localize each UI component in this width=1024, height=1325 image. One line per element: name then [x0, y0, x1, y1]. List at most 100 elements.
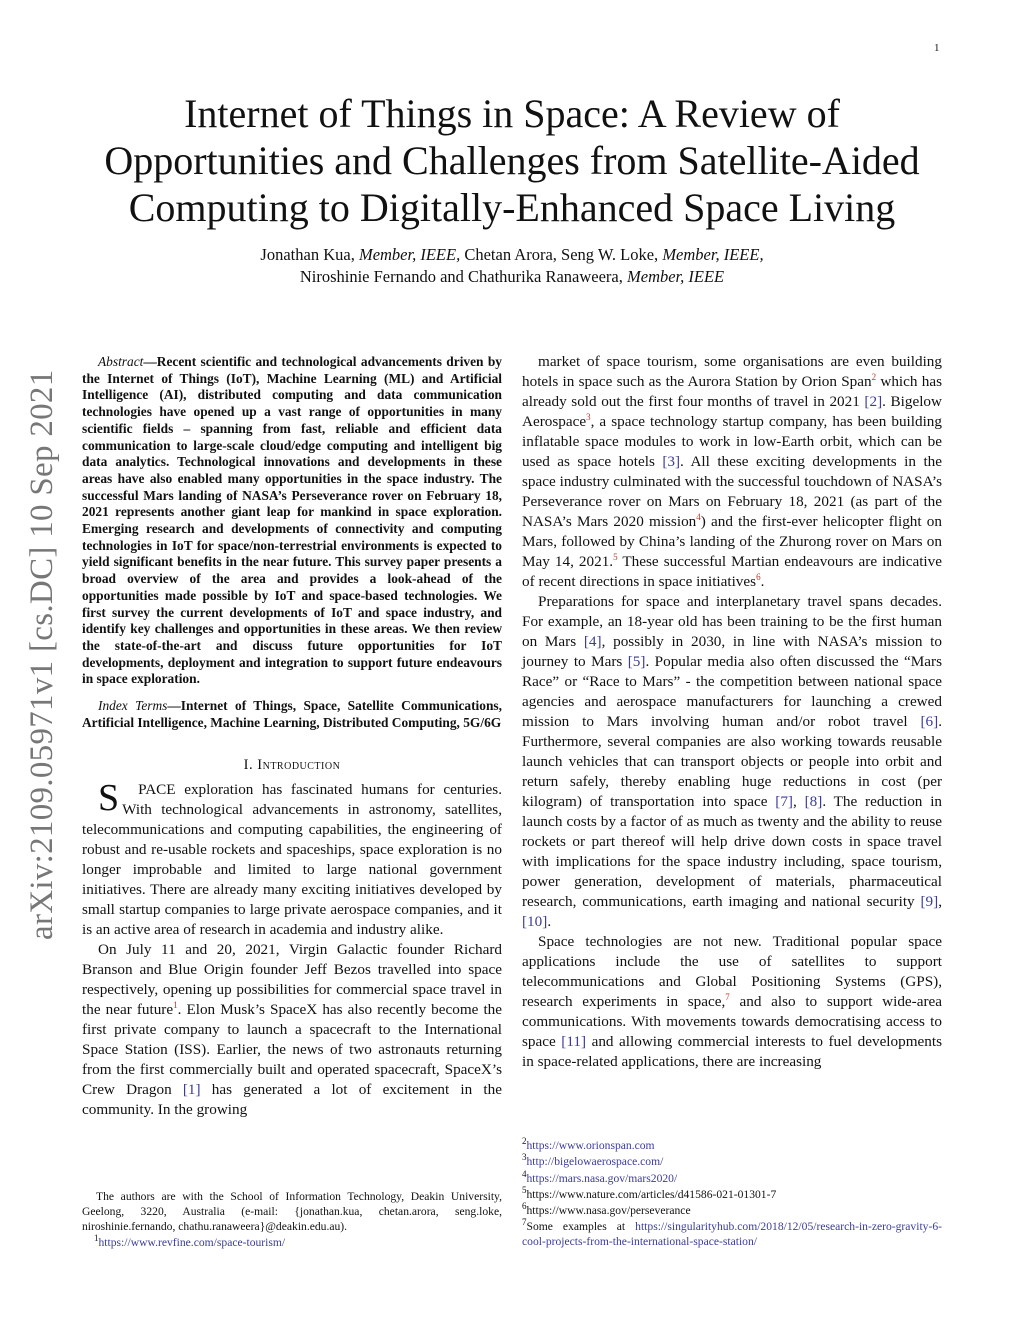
footnote-link[interactable]: https://www.orionspan.com	[526, 1139, 655, 1152]
right-column: market of space tourism, some organisati…	[522, 352, 942, 1072]
footnote-link[interactable]: https://singularityhub.com/2018/12/05/re…	[522, 1220, 942, 1249]
drop-cap: S	[98, 777, 120, 820]
citation-link[interactable]: [9]	[920, 893, 939, 910]
index-terms-text: —Internet of Things, Space, Satellite Co…	[82, 698, 502, 730]
footnote-marker[interactable]: 1	[173, 1000, 178, 1011]
footnote-number: 6	[522, 1201, 527, 1212]
arxiv-stamp: arXiv:2109.05971v1 [cs.DC] 10 Sep 2021	[24, 369, 60, 940]
footnote-number: 3	[522, 1152, 527, 1163]
citation-link[interactable]: [10]	[522, 913, 548, 930]
paragraph-text: ,	[938, 893, 942, 910]
footnote-link[interactable]: http://bigelowaerospace.com/	[526, 1155, 664, 1169]
author-line: Jonathan Kua, Member, IEEE, Chetan Arora…	[60, 244, 964, 266]
footnote-marker[interactable]: 7	[725, 991, 730, 1002]
paragraph-text: These successful Martian endeavours are …	[522, 553, 942, 590]
footnote: 6https://www.nasa.gov/perseverance	[522, 1201, 942, 1218]
footnote-number: 2	[522, 1136, 527, 1147]
paragraph-text: , a space technology startup company, ha…	[522, 413, 942, 470]
paragraph-text: which has already sold out the first fou…	[522, 373, 942, 410]
author-names: Niroshinie Fernando and Chathurika Ranaw…	[299, 267, 627, 286]
author-membership: Member, IEEE,	[358, 245, 461, 264]
footnote-number: 4	[522, 1168, 527, 1179]
paragraph-text: has generated a lot of excitement in the…	[82, 1081, 502, 1119]
footnote-marker[interactable]: 2	[871, 371, 877, 382]
paragraph-text: . Popular media also often discussed the…	[522, 653, 942, 730]
paragraph: On July 11 and 20, 2021, Virgin Galactic…	[82, 940, 502, 1120]
title-line: Opportunities and Challenges from Satell…	[104, 138, 920, 183]
index-terms: Index Terms—Internet of Things, Space, S…	[82, 698, 502, 731]
citation-link[interactable]: [8]	[804, 793, 823, 810]
left-column: Abstract—Recent scientific and technolog…	[82, 354, 502, 1120]
paragraph-text: .	[547, 913, 552, 930]
footnote-text: https://www.nature.com/articles/d41586-0…	[526, 1187, 777, 1201]
paragraph-text: . All these exciting developments in the…	[522, 453, 942, 530]
citation-link[interactable]: [1]	[182, 1081, 201, 1099]
author-affiliation: The authors are with the School of Infor…	[82, 1190, 502, 1233]
paragraph-text: . Elon Musk’s SpaceX has also recently b…	[82, 1001, 502, 1099]
introduction-body: S PACE exploration has fascinated humans …	[82, 777, 502, 1120]
citation-link[interactable]: [7]	[775, 793, 793, 810]
footnote: 5https://www.nature.com/articles/d41586-…	[522, 1185, 942, 1202]
paragraph: Space technologies are not new. Traditio…	[522, 932, 942, 1072]
citation-link[interactable]: [5]	[627, 653, 646, 670]
footnotes-left: The authors are with the School of Infor…	[82, 1189, 502, 1252]
paragraph-text: Preparations for space and interplanetar…	[522, 593, 942, 650]
footnote: 3http://bigelowaerospace.com/	[522, 1152, 942, 1169]
page-number: 1	[934, 42, 940, 54]
author-membership: Member, IEEE,	[662, 245, 764, 264]
abstract-label: Abstract	[98, 354, 144, 369]
paragraph-text: PACE exploration has fascinated humans f…	[82, 781, 502, 939]
paragraph-text: , possibly in 2030, in line with NASA’s …	[522, 633, 942, 670]
footnote-text: https://www.nasa.gov/perseverance	[526, 1204, 691, 1218]
paragraph: Preparations for space and interplanetar…	[522, 592, 942, 932]
paper-title: Internet of Things in Space: A Review of…	[60, 90, 964, 231]
citation-link[interactable]: [3]	[662, 453, 681, 470]
footnote-number: 7	[522, 1217, 527, 1228]
section-number: I.	[243, 757, 258, 774]
footnote: 1https://www.revfine.com/space-tourism/	[82, 1233, 502, 1250]
footnote: 7Some examples at https://singularityhub…	[522, 1217, 942, 1249]
title-line: Internet of Things in Space: A Review of	[184, 91, 840, 136]
footnote-marker[interactable]: 5	[613, 551, 618, 562]
section-heading: I. Introduction	[82, 757, 502, 774]
citation-link[interactable]: [4]	[583, 633, 602, 650]
paragraph-text: and allowing commercial interests to fue…	[522, 1033, 942, 1070]
paragraph-text: ,	[792, 793, 805, 810]
author-membership: Member, IEEE	[627, 267, 725, 286]
abstract-text: —Recent scientific and technological adv…	[82, 354, 502, 687]
footnotes-right: 2https://www.orionspan.com 3http://bigelo…	[522, 1136, 942, 1251]
footnote-link[interactable]: https://mars.nasa.gov/mars2020/	[526, 1171, 678, 1185]
footnote-marker[interactable]: 3	[586, 411, 591, 422]
footnote-marker[interactable]: 6	[756, 571, 761, 582]
footnote: 2https://www.orionspan.com	[522, 1136, 942, 1153]
index-terms-label: Index Terms	[98, 698, 168, 714]
footnote-number: 5	[522, 1185, 527, 1196]
citation-link[interactable]: [11]	[561, 1033, 587, 1050]
title-line: Computing to Digitally-Enhanced Space Li…	[128, 185, 896, 230]
footnote-link[interactable]: https://www.revfine.com/space-tourism/	[98, 1236, 286, 1250]
paragraph: market of space tourism, some organisati…	[522, 352, 942, 592]
paragraph-text: . Bigelow Aerospace	[522, 393, 942, 430]
author-list: Jonathan Kua, Member, IEEE, Chetan Arora…	[60, 244, 964, 288]
paragraph-text: Space technologies are not new. Traditio…	[522, 933, 942, 1010]
paragraph-text: .	[760, 573, 765, 590]
paragraph: S PACE exploration has fascinated humans …	[82, 777, 502, 940]
abstract: Abstract—Recent scientific and technolog…	[82, 354, 502, 688]
paragraph-text: . Furthermore, several companies are als…	[522, 713, 942, 810]
footnote-marker[interactable]: 4	[696, 511, 701, 522]
footnote-text: Some examples at	[526, 1220, 636, 1234]
author-line: Niroshinie Fernando and Chathurika Ranaw…	[60, 266, 964, 288]
paragraph-text: On July 11 and 20, 2021, Virgin Galactic…	[82, 941, 502, 1019]
section-title: Introduction	[257, 757, 341, 774]
author-names: Chetan Arora, Seng W. Loke,	[460, 245, 663, 264]
citation-link[interactable]: [2]	[864, 393, 883, 410]
paragraph-text: . The reduction in launch costs by a fac…	[522, 793, 943, 910]
citation-link[interactable]: [6]	[920, 713, 939, 730]
paragraph-text: ) and the first-ever helicopter flight o…	[522, 513, 942, 570]
paragraph-text: and also to support wide-area communicat…	[522, 993, 942, 1050]
right-column-body: market of space tourism, some organisati…	[522, 352, 942, 1072]
footnote-number: 1	[94, 1233, 99, 1244]
footnote: 4https://mars.nasa.gov/mars2020/	[522, 1168, 942, 1186]
author-names: Jonathan Kua,	[260, 245, 359, 264]
paragraph-text: market of space tourism, some organisati…	[522, 353, 942, 390]
